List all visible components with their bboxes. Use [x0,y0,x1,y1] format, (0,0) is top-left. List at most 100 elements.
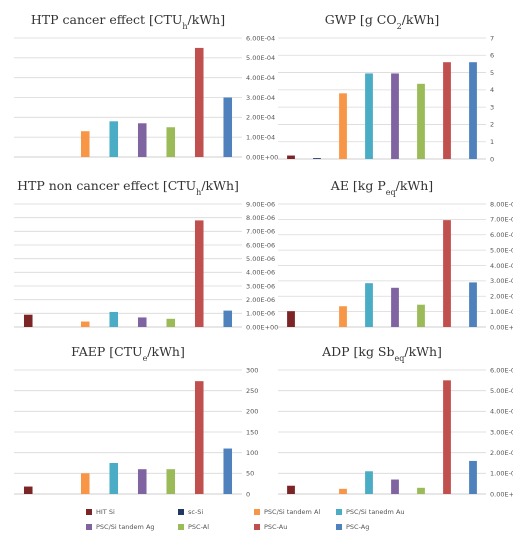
y-tick-label: 3.00E-04 [490,428,513,436]
y-tick-label: 7.00E-06 [246,228,275,236]
bar-psc-si-tandem-ag [391,479,399,494]
chart-panel-4: AE [kg Peq/kWh] 0.00E+00 1.00E-03 2.00E-03 3… [278,178,513,331]
chart-title-subscript: h [182,22,187,31]
bar-psc-au [194,220,204,327]
y-tick-label: 5.00E-03 [490,246,513,254]
chart-title-subscript: e [143,354,148,363]
y-tick-label: 5 [490,69,494,77]
y-tick-label: 2 [490,121,494,129]
chart-title-part: ADP [kg Sb [321,344,394,359]
bar-sc-si [313,158,321,159]
bar-psc-al [166,469,176,494]
bar-psc-si-tanedm-au [109,121,119,157]
chart-title-part: HTP non cancer effect [CTU [17,178,196,193]
bar-psc-si-tandem-ag [137,469,147,494]
y-tick-label: 1.00E-06 [246,310,275,318]
y-tick-label: 150 [246,428,258,436]
bar-hit-si [23,486,33,494]
bar-psc-ag [223,310,233,327]
chart-title: AE [kg Peq/kWh] [330,178,433,197]
chart-panel-3: HTP non cancer effect [CTUh/kWh] 0.00E+00… [14,178,278,331]
chart-title-subscript: 2 [397,22,402,31]
legend-item: PSC/Si tandem Ag [86,523,155,531]
y-tick-label: 200 [246,408,258,416]
bar-psc-al [166,318,176,327]
y-tick-label: 3.00E-06 [246,282,275,290]
y-tick-label: 0.00E+00 [246,153,278,161]
legend-swatch [336,524,342,530]
bar-hit-si [287,311,295,327]
y-tick-label: 9.00E-06 [246,200,275,208]
y-tick-label: 6.00E-06 [246,241,275,249]
y-tick-label: 4 [490,86,494,94]
chart-panel-6: ADP [kg Sbeq/kWh] 0.00E+00 1.00E-04 2.00E-0… [278,344,513,498]
legend-swatch [178,524,184,530]
bar-psc-al [417,487,425,494]
y-tick-label: 4.00E-04 [246,74,275,82]
chart-title-part: HTP cancer effect [CTU [31,12,182,27]
bar-psc-ag [469,62,477,160]
y-tick-label: 8.00E-03 [490,200,513,208]
bar-psc-au [194,47,204,157]
y-tick-label: 7.00E-03 [490,216,513,224]
y-tick-label: 2.00E-03 [490,293,513,301]
y-tick-label: 5.00E-04 [246,54,275,62]
y-tick-label: 6.00E-04 [246,34,275,42]
legend-swatch [86,509,92,515]
y-tick-label: 0.00E+00 [490,323,513,331]
bar-psc-al [166,127,176,157]
legend-swatch [254,509,260,515]
legend-swatch [336,509,342,515]
legend-swatch [86,524,92,530]
chart-title: ADP [kg Sbeq/kWh] [321,344,442,363]
y-tick-label: 1.00E-04 [246,133,275,141]
bar-psc-al [417,83,425,159]
bar-psc-si-tandem-al [339,93,347,159]
chart-title-part: /kWh] [201,178,239,193]
bar-psc-al [417,304,425,327]
y-tick-label: 3 [490,103,494,111]
legend-swatch [178,509,184,515]
chart-title-subscript: h [196,188,201,197]
y-tick-label: 0.00E+00 [490,490,513,498]
bar-psc-ag [469,282,477,327]
bar-psc-si-tandem-ag [137,123,147,157]
chart-title: HTP non cancer effect [CTUh/kWh] [17,178,239,197]
bar-psc-si-tandem-ag [391,73,399,159]
y-tick-label: 5.00E-04 [490,387,513,395]
bar-hit-si [287,155,295,159]
chart-panel-5: FAEP [CTUe/kWh] 0 50 100 150 200 250 300 [14,344,258,498]
bar-psc-si-tanedm-au [365,471,373,494]
y-tick-label: 2.00E-06 [246,296,275,304]
y-tick-label: 1.00E-03 [490,308,513,316]
y-tick-label: 4.00E-03 [490,262,513,270]
legend-item: PSC-Al [178,523,209,531]
y-tick-label: 0.00E+00 [246,323,278,331]
bar-psc-si-tandem-al [80,131,90,157]
legend-item: HIT Si [86,508,115,516]
bar-psc-ag [223,448,233,494]
bar-psc-si-tandem-al [339,488,347,494]
chart-title-part: /kWh] [396,178,434,193]
y-tick-label: 1.00E-04 [490,470,513,478]
y-tick-label: 2.00E-04 [490,449,513,457]
bar-hit-si [23,314,33,327]
bar-hit-si [287,485,295,494]
bar-psc-si-tandem-al [80,473,90,494]
bar-psc-si-tandem-ag [391,287,399,327]
bar-psc-si-tandem-al [339,306,347,327]
y-tick-label: 2.00E-04 [246,114,275,122]
bar-psc-ag [469,460,477,494]
y-tick-label: 8.00E-06 [246,214,275,222]
y-tick-label: 250 [246,387,258,395]
legend-label: HIT Si [96,508,115,516]
legend-label: sc-Si [188,508,204,516]
chart-title-part: GWP [g CO [325,12,397,27]
y-tick-label: 6.00E-04 [490,366,513,374]
chart-title-subscript: eq [386,188,396,197]
bar-psc-ag [223,97,233,157]
y-tick-label: 100 [246,449,258,457]
bar-psc-si-tandem-al [80,321,90,327]
